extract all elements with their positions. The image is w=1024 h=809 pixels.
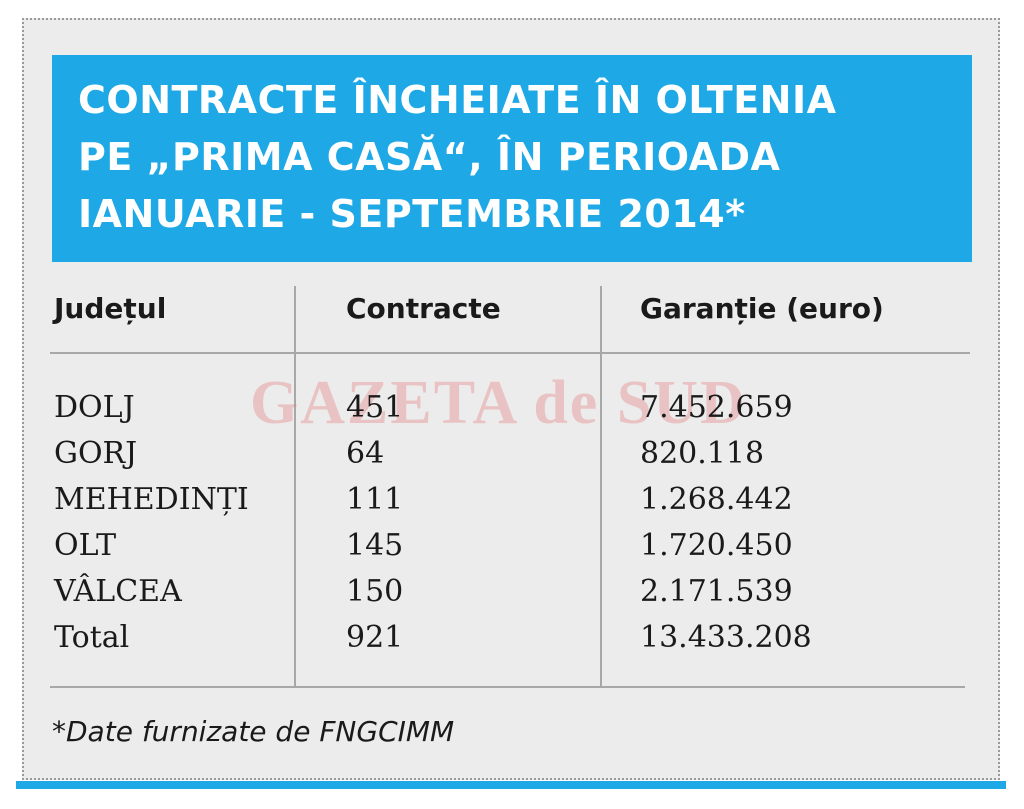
cell-garantie: 2.171.539 <box>640 574 793 609</box>
cell-garantie: 1.268.442 <box>640 482 793 517</box>
cell-judet: DOLJ <box>54 390 135 425</box>
header-rule <box>50 352 970 354</box>
cell-contracte: 451 <box>346 390 404 425</box>
cell-judet: Total <box>54 620 130 655</box>
column-divider-1 <box>294 286 296 686</box>
cell-garantie: 13.433.208 <box>640 620 812 655</box>
cell-contracte: 64 <box>346 436 385 471</box>
column-divider-2 <box>600 286 602 686</box>
watermark-logo: GAZETA de SUD <box>250 369 747 437</box>
title-box <box>52 55 972 262</box>
cell-garantie: 7.452.659 <box>640 390 793 425</box>
cell-garantie: 1.720.450 <box>640 528 793 563</box>
title-line-1: CONTRACTE ÎNCHEIATE ÎN OLTENIA <box>78 78 837 122</box>
cell-contracte: 921 <box>346 620 404 655</box>
cell-judet: MEHEDINȚI <box>54 482 249 517</box>
footer-rule <box>50 686 965 688</box>
column-header-judet: Județul <box>54 292 167 325</box>
cell-judet: GORJ <box>54 436 138 471</box>
cell-contracte: 111 <box>346 482 404 517</box>
cell-contracte: 150 <box>346 574 404 609</box>
cell-judet: VÂLCEA <box>54 574 182 609</box>
title-line-3: IANUARIE - SEPTEMBRIE 2014* <box>78 192 746 236</box>
bottom-accent-bar <box>16 781 1006 789</box>
cell-judet: OLT <box>54 528 117 563</box>
cell-garantie: 820.118 <box>640 436 765 471</box>
title-line-2: PE „PRIMA CASĂ“, ÎN PERIOADA <box>78 135 781 179</box>
column-header-garantie: Garanție (euro) <box>640 292 884 325</box>
footnote: *Date furnizate de FNGCIMM <box>52 715 455 748</box>
cell-contracte: 145 <box>346 528 404 563</box>
column-header-contracte: Contracte <box>346 292 501 325</box>
